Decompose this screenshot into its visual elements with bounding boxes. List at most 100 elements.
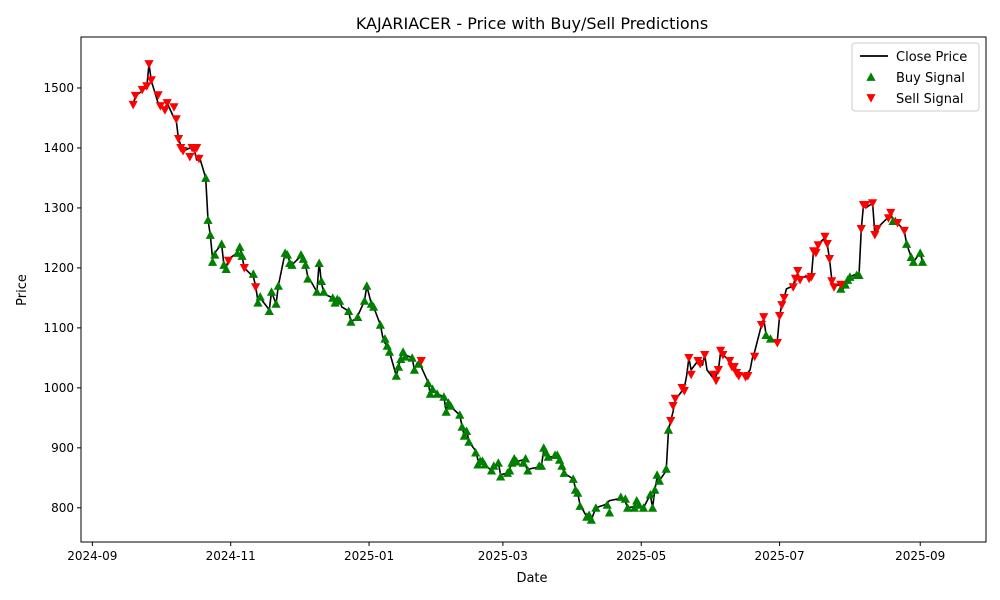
sell-signal-marker: [709, 370, 719, 380]
sell-signal-marker: [178, 147, 188, 156]
buy-signal-marker: [314, 258, 324, 268]
sell-signal-marker: [679, 386, 689, 396]
buy-signal-marker: [902, 239, 912, 248]
y-tick-label: 1500: [43, 81, 74, 95]
buy-signal-marker: [461, 426, 472, 435]
buy-signal-marker: [235, 242, 245, 251]
y-axis: 800 900 1000 1100 1200 1300 1400 1500: [43, 81, 81, 515]
sell-signal-marker: [725, 356, 735, 366]
buy-signal-marker: [765, 334, 776, 343]
sell-signal-marker: [711, 376, 721, 386]
buy-signal-marker: [362, 281, 372, 290]
sell-signal-marker: [806, 272, 816, 282]
sell-signal-marker: [223, 256, 234, 266]
buy-signal-marker: [496, 472, 506, 481]
sell-signal-marker: [811, 249, 821, 258]
sell-signal-marker: [829, 283, 839, 292]
buy-signal-marker: [344, 306, 354, 316]
sell-signal-marker: [795, 275, 805, 285]
buy-signal-marker: [210, 250, 220, 259]
buy-signal-marker: [557, 461, 567, 470]
buy-signal-marker: [375, 320, 385, 329]
y-tick-label: 1300: [43, 201, 74, 215]
buy-signal-marker: [586, 515, 596, 524]
buy-signal-marker: [353, 312, 363, 321]
y-tick-label: 1400: [43, 141, 74, 155]
sell-signal-marker: [130, 91, 141, 101]
sell-signal-marker: [684, 353, 694, 363]
buy-signal-marker: [446, 401, 456, 410]
buy-signal-marker: [205, 230, 215, 239]
sell-signal-marker: [700, 350, 710, 360]
sell-signal-marker: [779, 293, 789, 303]
buy-signal-marker: [312, 287, 322, 296]
buy-signal-marker: [523, 466, 533, 475]
sell-signal-marker: [686, 370, 696, 380]
sell-signal-marker: [194, 154, 204, 164]
buy-signal-marker: [455, 410, 465, 419]
sell-signal-marker: [169, 103, 179, 112]
sell-signal-marker: [899, 226, 909, 236]
buy-signal-marker: [380, 334, 390, 343]
buy-signal-marker: [221, 264, 231, 274]
buy-signal-marker: [414, 359, 424, 368]
sell-signal-marker: [713, 365, 723, 375]
buy-signal-marker: [840, 280, 850, 289]
sell-signal-marker: [867, 199, 878, 208]
buy-signal-marker: [441, 407, 451, 416]
buy-signal-marker: [287, 260, 297, 269]
buy-signal-marker: [647, 503, 658, 512]
x-tick-label: 2025-03: [478, 549, 528, 563]
sell-signal-marker: [774, 311, 785, 321]
buy-signal-marker: [602, 500, 612, 509]
sell-signal-marker: [750, 352, 760, 362]
y-axis-label: Price: [15, 274, 30, 306]
sell-signal-marker: [153, 91, 163, 100]
buy-signal-marker: [650, 485, 660, 494]
buy-signal-marker: [575, 501, 585, 510]
legend-label: Sell Signal: [896, 92, 964, 107]
buy-signal-marker: [217, 239, 227, 248]
buy-signal-marker: [623, 503, 633, 512]
x-tick-label: 2024-11: [206, 549, 256, 563]
buy-signal-marker: [271, 299, 281, 308]
sell-signal-marker: [416, 356, 426, 366]
buy-signal-marker: [266, 287, 277, 296]
sell-signal-marker: [192, 144, 202, 153]
sell-signal-marker: [820, 232, 830, 242]
sell-signal-marker: [666, 416, 676, 426]
sell-signal-marker: [162, 99, 172, 108]
buy-signal-marker: [407, 353, 417, 362]
sell-signal-marker: [251, 283, 261, 292]
sell-signal-marker: [668, 401, 678, 411]
sell-signal-marker: [144, 60, 154, 69]
x-tick-label: 2025-07: [755, 549, 805, 563]
buy-signal-marker: [520, 454, 531, 463]
buy-signal-marker: [505, 466, 515, 475]
buy-signal-marker: [425, 389, 435, 398]
buy-signal-marker: [255, 292, 265, 301]
sell-signal-marker: [185, 153, 195, 162]
buy-signal-marker: [359, 296, 370, 305]
buy-signal-marker: [264, 306, 274, 316]
buy-signal-marker: [652, 470, 662, 479]
buy-signal-marker: [391, 371, 401, 380]
x-axis-label: Date: [516, 571, 547, 586]
y-tick-label: 800: [51, 501, 74, 515]
buy-signal-marker: [663, 425, 674, 434]
sell-signal-marker: [759, 313, 769, 322]
buy-signal-marker: [638, 503, 649, 512]
buy-signal-marker: [396, 354, 406, 363]
sell-signal-marker: [861, 201, 871, 210]
buy-signal-marker: [917, 257, 928, 266]
y-tick-label: 1200: [43, 261, 74, 275]
sell-signal-marker: [824, 255, 835, 264]
buy-signal-marker: [620, 494, 630, 503]
sell-signal-marker: [743, 371, 753, 381]
sell-signal-marker: [813, 241, 823, 250]
sell-signal-marker: [137, 85, 147, 95]
buy-signal-marker: [207, 257, 218, 266]
buy-signal-marker: [409, 365, 420, 374]
buy-signal-marker: [203, 215, 213, 224]
